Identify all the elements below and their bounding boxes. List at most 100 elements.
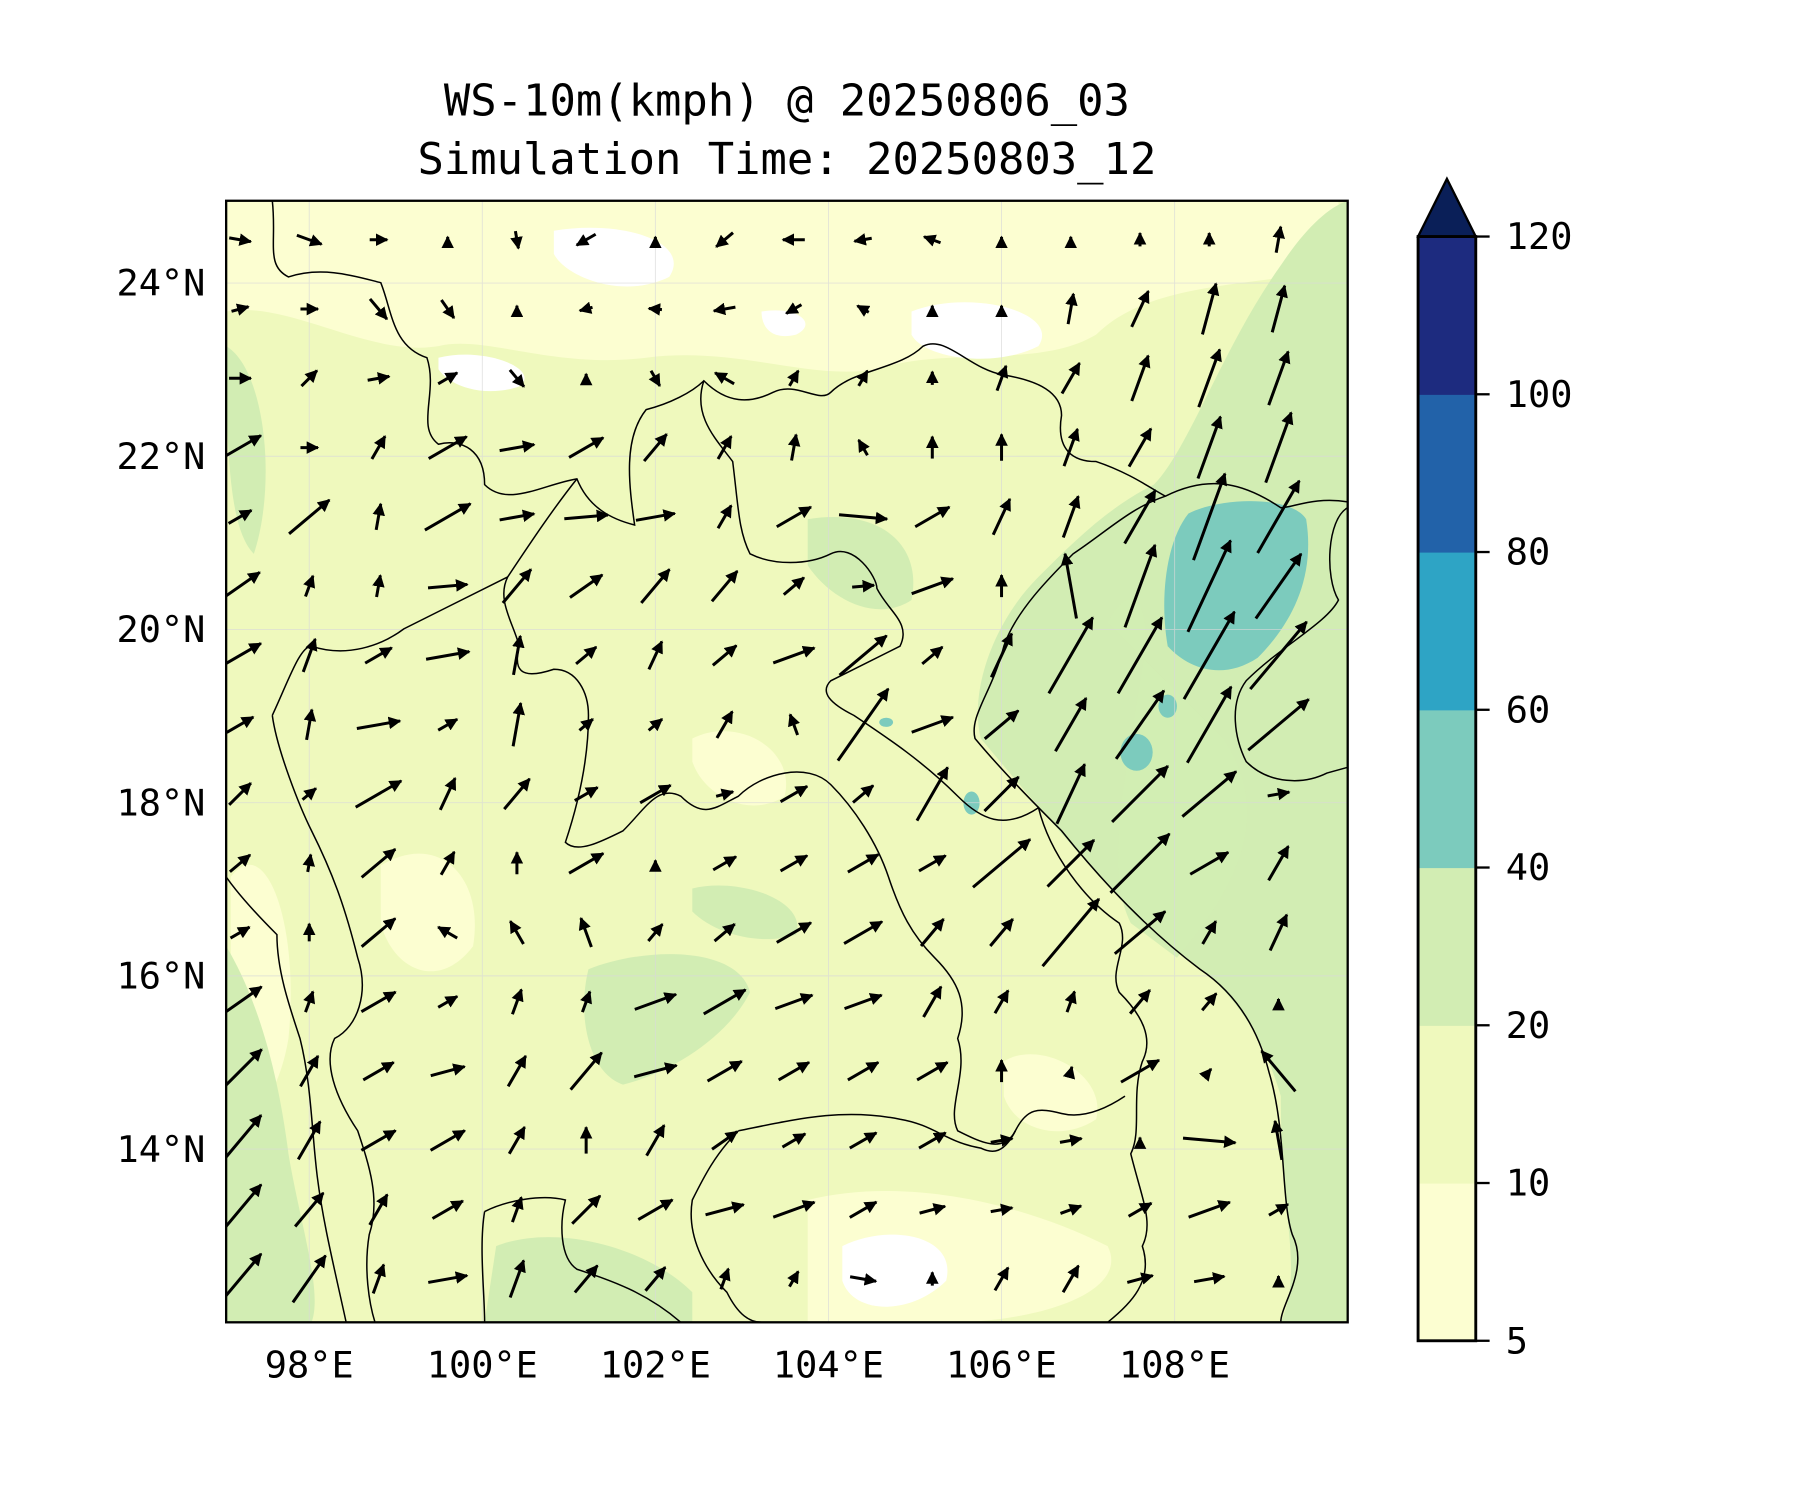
wind-vector-arrow — [713, 922, 736, 943]
wind-vector-arrow — [231, 303, 250, 316]
wind-vector-arrow — [425, 647, 471, 661]
wind-vector-arrow — [972, 838, 1032, 889]
wind-vector-arrow — [300, 369, 319, 388]
wind-vector-arrow — [633, 1062, 678, 1079]
wind-vector-arrow — [575, 645, 598, 666]
y-tick-label: 18°N — [116, 781, 205, 824]
wind-vector-arrow — [303, 990, 316, 1013]
wind-vector-arrow — [715, 788, 735, 801]
wind-vector-arrow — [501, 568, 533, 604]
wind-vector-arrow — [711, 644, 738, 667]
wind-vector-arrow — [916, 1061, 949, 1082]
wind-vector-arrow — [301, 787, 317, 801]
wind-vector-arrow — [429, 1129, 466, 1152]
map-plot-area — [226, 200, 1348, 1323]
colorbar-tick-label: 80 — [1506, 531, 1550, 574]
wind-vector-arrow — [360, 917, 397, 948]
wind-vectors — [226, 225, 1310, 1304]
wind-vector-arrow — [509, 920, 525, 945]
wind-vector-arrow — [852, 784, 875, 804]
wind-vector-arrow — [296, 1120, 322, 1161]
wind-vector-arrow — [571, 1194, 602, 1225]
border-vietnam-laos — [700, 380, 1148, 1323]
wind-vector-arrow — [508, 368, 526, 388]
y-tick-label: 14°N — [116, 1128, 205, 1171]
wind-vector-arrow — [849, 1131, 878, 1150]
colorbar-segment — [1418, 1183, 1476, 1342]
wind-vector-arrow — [911, 715, 955, 734]
wind-vector-arrow — [1123, 489, 1157, 545]
wind-vector-arrow — [911, 576, 955, 596]
wind-vector-arrow — [1047, 616, 1094, 695]
moderate-wind-areas-20-40 — [226, 200, 1348, 1323]
wind-vector-arrow — [993, 1266, 1010, 1292]
x-tick-label: 98°E — [265, 1344, 354, 1387]
wind-vector-arrow — [301, 637, 318, 673]
wind-vector-arrow — [573, 1264, 599, 1294]
wind-vector-arrow — [428, 1271, 469, 1284]
wind-vector-arrow — [849, 1200, 878, 1219]
wind-vector-arrow — [371, 1263, 386, 1294]
chart-title-line1: WS-10m(kmph) @ 20250806_03 — [444, 75, 1130, 126]
wind-vector-arrow — [787, 1270, 800, 1288]
wind-vector-arrow — [291, 1254, 327, 1304]
wind-vector-arrow — [569, 573, 604, 599]
wind-vector-arrow — [1272, 225, 1285, 253]
wind-vector-arrow — [1182, 610, 1236, 700]
wind-vector-arrow — [922, 985, 943, 1018]
wind-vector-arrow — [787, 433, 801, 461]
wind-vector-arrow — [918, 854, 947, 873]
wind-vector-arrow — [635, 509, 677, 522]
wind-vector-arrow — [991, 497, 1012, 536]
border-china-north — [271, 200, 1166, 526]
colorbar-frame — [1416, 235, 1478, 1343]
wind-vector-arrow — [303, 708, 317, 741]
wind-vector-arrow — [706, 1059, 743, 1083]
wind-vector-arrow — [1120, 1058, 1161, 1084]
wind-vector-arrow — [849, 1273, 878, 1286]
wind-vector-arrow — [922, 234, 942, 247]
wind-vector-arrow — [1061, 495, 1081, 538]
wind-vector-arrow — [1054, 697, 1088, 753]
wind-vector-arrow — [296, 233, 323, 247]
wind-vector-arrow — [995, 364, 1009, 392]
wind-vector-arrow — [1128, 989, 1152, 1015]
wind-vector-arrow — [510, 230, 523, 250]
wind-vector-arrow — [1062, 427, 1080, 467]
wind-vector-arrow — [511, 1196, 524, 1223]
wind-vector-arrow — [1059, 1134, 1083, 1147]
wind-vector-arrow — [715, 231, 734, 248]
wind-vector-arrow — [503, 777, 531, 811]
wind-vector-arrow — [507, 1126, 526, 1155]
wind-vector-arrow — [226, 1114, 263, 1160]
wind-vector-arrow — [226, 1048, 263, 1088]
wind-vector-arrow — [836, 687, 890, 762]
wind-vector-arrow — [989, 632, 1014, 678]
wind-vector-arrow — [983, 709, 1020, 740]
wind-vector-arrow — [1264, 411, 1294, 484]
border-cambodia — [690, 1095, 1126, 1323]
wind-vector-arrow — [228, 782, 252, 806]
wind-vector-arrow — [774, 993, 814, 1011]
wind-vector-arrow — [785, 302, 803, 315]
wind-vector-arrow — [1055, 763, 1087, 825]
x-tick-label: 108°E — [1119, 1344, 1230, 1387]
wind-vector-arrow — [431, 1199, 464, 1220]
wind-vector-arrow — [1059, 1203, 1083, 1216]
wind-vector-arrow — [847, 1061, 880, 1082]
wind-vector-arrow — [288, 498, 331, 535]
colorbar-segment — [1418, 709, 1476, 869]
colorbar-tick-label: 100 — [1506, 373, 1573, 416]
wind-vector-arrow — [293, 1191, 325, 1228]
chart-title-line2: Simulation Time: 20250803_12 — [418, 134, 1157, 185]
wind-vector-arrow — [648, 369, 662, 387]
wind-vector-arrow — [578, 301, 593, 314]
wind-vector-arrow — [437, 925, 458, 940]
y-tick-label: 22°N — [116, 435, 205, 478]
wind-vector-arrow — [368, 297, 389, 321]
wind-vector-arrow — [1060, 552, 1078, 619]
wind-vector-arrow — [772, 645, 816, 665]
wind-vector-arrow — [990, 1203, 1014, 1216]
wind-vector-arrow — [716, 504, 733, 530]
wind-vector-arrow — [1181, 770, 1238, 818]
